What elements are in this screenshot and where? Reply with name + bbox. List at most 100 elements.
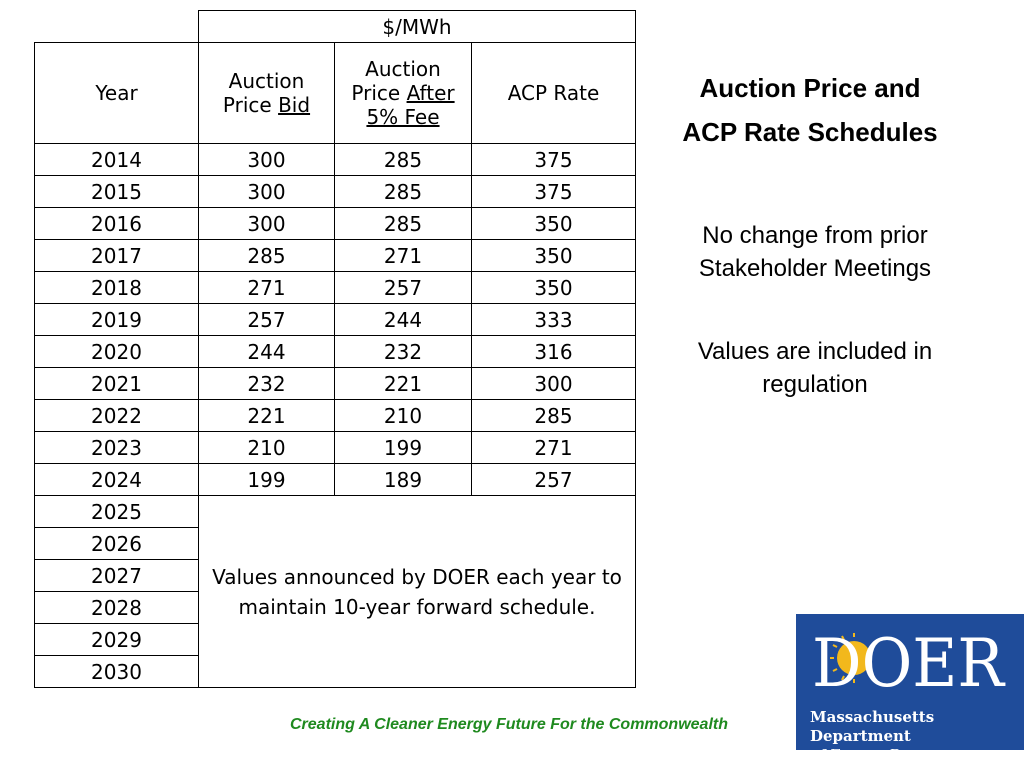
auction-price-bid-cell: 199 <box>198 463 335 496</box>
acp-rate-cell: 300 <box>471 367 636 400</box>
table-row: 2023 210 199 271 <box>34 431 636 464</box>
year-cell: 2026 <box>34 527 199 560</box>
side-title: Auction Price and ACP Rate Schedules <box>660 66 960 154</box>
table-row: 2028 <box>34 591 636 624</box>
table-row: 2014 300 285 375 <box>34 143 636 176</box>
acp-rate-cell: 333 <box>471 303 636 336</box>
auction-price-bid-header: Auction Price Bid <box>198 42 335 144</box>
footer-tagline: Creating A Cleaner Energy Future For the… <box>290 716 728 733</box>
auction-price-after-fee-cell: 257 <box>334 271 472 304</box>
regulation-note-line1: Values are included in <box>697 338 933 365</box>
year-cell: 2020 <box>34 335 199 368</box>
acp-rate-cell: 375 <box>471 143 636 176</box>
auction-price-bid-header-line1: Auction <box>228 69 305 93</box>
year-cell: 2024 <box>34 463 199 496</box>
table-row: 2024 199 189 257 <box>34 463 636 496</box>
table-row: 2027 <box>34 559 636 592</box>
auction-price-bid-header-underlined: Bid <box>278 93 311 117</box>
no-change-note-line2: Stakeholder Meetings <box>698 255 932 282</box>
table-row: 2022 221 210 285 <box>34 399 636 432</box>
table-row: 2020 244 232 316 <box>34 335 636 368</box>
auction-price-after-fee-cell: 285 <box>334 143 472 176</box>
table-row: 2017 285 271 350 <box>34 239 636 272</box>
year-cell: 2030 <box>34 655 199 688</box>
table-row: 2015 300 285 375 <box>34 175 636 208</box>
year-cell: 2014 <box>34 143 199 176</box>
auction-price-bid-header-line2: Price <box>222 93 279 117</box>
side-title-line1: Auction Price and <box>699 73 921 103</box>
year-cell: 2029 <box>34 623 199 656</box>
acp-rate-cell: 350 <box>471 271 636 304</box>
year-cell: 2017 <box>34 239 199 272</box>
auction-price-after-fee-cell: 285 <box>334 207 472 240</box>
auction-price-after-fee-cell: 189 <box>334 463 472 496</box>
table-row: 2026 <box>34 527 636 560</box>
acp-rate-cell: 271 <box>471 431 636 464</box>
auction-price-after-fee-cell: 210 <box>334 399 472 432</box>
year-cell: 2028 <box>34 591 199 624</box>
doer-logo: DOER Massachusetts Department of Energy … <box>796 614 1024 764</box>
logo-caption-line1: Massachusetts Department <box>810 708 935 745</box>
year-column-header: Year <box>34 42 199 144</box>
auction-price-after-fee-cell: 221 <box>334 367 472 400</box>
table-row: 2025 Values announced by DOER each year t… <box>34 495 636 688</box>
acp-rate-header: ACP Rate <box>471 42 636 144</box>
acp-rate-cell: 285 <box>471 399 636 432</box>
year-cell: 2023 <box>34 431 199 464</box>
year-cell: 2022 <box>34 399 199 432</box>
auction-price-bid-cell: 300 <box>198 207 335 240</box>
acp-rate-cell: 350 <box>471 207 636 240</box>
acp-rate-cell: 375 <box>471 175 636 208</box>
year-cell: 2015 <box>34 175 199 208</box>
acp-rate-cell: 257 <box>471 463 636 496</box>
year-cell: 2018 <box>34 271 199 304</box>
no-change-note: No change from prior Stakeholder Meeting… <box>660 219 970 285</box>
auction-price-after-fee-cell: 199 <box>334 431 472 464</box>
auction-price-after-fee-header: Auction Price After 5% Fee <box>334 42 472 144</box>
auction-price-bid-cell: 257 <box>198 303 335 336</box>
acp-rate-cell: 316 <box>471 335 636 368</box>
table-row: 2030 <box>34 655 636 688</box>
year-cell: 2021 <box>34 367 199 400</box>
regulation-note: Values are included in regulation <box>660 335 970 401</box>
acp-rate-cell: 350 <box>471 239 636 272</box>
auction-price-bid-cell: 300 <box>198 175 335 208</box>
table-row: 2018 271 257 350 <box>34 271 636 304</box>
year-cell: 2025 <box>34 495 199 528</box>
auction-price-after-fee-cell: 232 <box>334 335 472 368</box>
year-cell: 2019 <box>34 303 199 336</box>
no-change-note-line1: No change from prior <box>702 222 928 249</box>
auction-price-bid-cell: 244 <box>198 335 335 368</box>
auction-price-bid-cell: 232 <box>198 367 335 400</box>
future-values-note-line1: Values announced by DOER each year to <box>212 564 622 589</box>
table-row: 2021 232 221 300 <box>34 367 636 400</box>
doer-sun-icon <box>830 633 871 683</box>
year-cell: 2027 <box>34 559 199 592</box>
year-cell: 2016 <box>34 207 199 240</box>
logo-caption-line2: of Energy Resources <box>810 746 968 764</box>
auction-price-bid-cell: 210 <box>198 431 335 464</box>
auction-price-after-fee-cell: 285 <box>334 175 472 208</box>
auction-price-after-fee-cell: 244 <box>334 303 472 336</box>
side-title-line2: ACP Rate Schedules <box>682 117 938 147</box>
rate-schedule-table: $/MWh Year Auction Price Bid Auction Pri… <box>34 10 636 688</box>
table-row: 2016 300 285 350 <box>34 207 636 240</box>
auction-price-after-fee-cell: 271 <box>334 239 472 272</box>
table-row: 2019 257 244 333 <box>34 303 636 336</box>
after-fee-header-line1: Auction <box>365 57 441 81</box>
after-fee-header-line3: 5% Fee <box>366 105 440 129</box>
logo-caption: Massachusetts Department of Energy Resou… <box>810 708 1024 765</box>
future-values-note-line2: maintain 10-year forward schedule. <box>238 594 596 619</box>
auction-price-bid-cell: 300 <box>198 143 335 176</box>
auction-price-bid-cell: 271 <box>198 271 335 304</box>
doer-wordmark: DOER <box>812 625 1006 700</box>
auction-price-bid-cell: 285 <box>198 239 335 272</box>
future-values-note: Values announced by DOER each year to mai… <box>198 495 636 688</box>
doer-wordmark-logo: DOER <box>812 625 1006 700</box>
unit-header: $/MWh <box>198 10 636 43</box>
auction-price-bid-cell: 221 <box>198 399 335 432</box>
after-fee-header-line2: Price <box>351 81 407 105</box>
regulation-note-line2: regulation <box>762 371 868 398</box>
after-fee-header-underlined: After <box>406 81 455 105</box>
blank-corner-cell <box>34 10 199 43</box>
